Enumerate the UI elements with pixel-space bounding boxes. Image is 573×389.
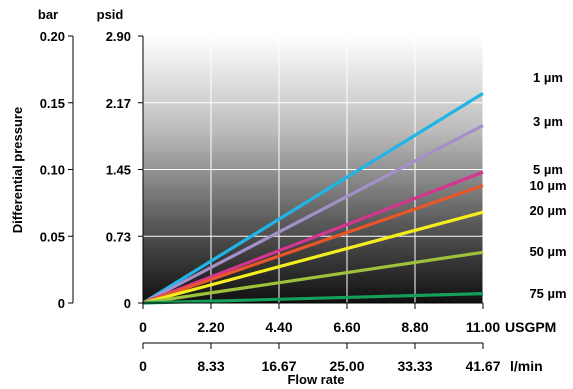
bar-tick-label: 0.10 (40, 163, 65, 178)
series-line (142, 92, 484, 305)
series-label: 10 µm (529, 178, 566, 193)
lmin-tick-label: 0 (139, 358, 147, 374)
lmin-tick-label: 16.67 (261, 358, 296, 374)
bar-tick-label: 0.05 (40, 229, 65, 244)
bar-tick-label: 0 (58, 296, 65, 311)
series-line (142, 250, 484, 305)
lmin-unit-label: l/min (510, 358, 543, 374)
lmin-tick-label: 33.33 (397, 358, 432, 374)
usgpm-unit-label: USGPM (505, 319, 556, 335)
psid-unit-label: psid (97, 7, 124, 22)
psid-tick-label: 1.45 (106, 163, 131, 178)
series-lines (142, 92, 484, 305)
series-label: 75 µm (529, 286, 566, 301)
series-label: 1 µm (533, 70, 563, 85)
series-label: 3 µm (533, 114, 563, 129)
bar-tick-label: 0.15 (40, 96, 65, 111)
lmin-tick-label: 41.67 (465, 358, 500, 374)
series-label: 50 µm (529, 244, 566, 259)
bar-axis-ticks: 0 0.05 0.10 0.15 0.20 (40, 29, 73, 311)
usgpm-tick-label: 11.00 (466, 319, 500, 335)
usgpm-axis-ticks: 0 2.20 4.40 6.60 8.80 11.00 (139, 303, 500, 335)
series-line (142, 292, 484, 305)
series-label: 5 µm (533, 162, 563, 177)
series-line (142, 124, 484, 305)
psid-tick-label: 2.17 (106, 96, 131, 111)
bar-unit-label: bar (38, 7, 58, 22)
psid-axis-ticks: 0 0.73 1.45 2.17 2.90 (106, 29, 143, 311)
lmin-tick-label: 8.33 (197, 358, 224, 374)
bar-tick-label: 0.20 (40, 29, 65, 44)
usgpm-tick-label: 6.60 (333, 319, 360, 335)
psid-tick-label: 0 (124, 296, 131, 311)
series-line (142, 170, 484, 305)
series-line (142, 210, 484, 305)
usgpm-tick-label: 0 (139, 319, 147, 335)
y-axis-title: Differential pressure (10, 107, 25, 233)
usgpm-tick-label: 8.80 (401, 319, 428, 335)
x-axis-title: Flow rate (287, 372, 344, 387)
series-label: 20 µm (529, 203, 566, 218)
series-line (142, 184, 484, 305)
usgpm-tick-label: 4.40 (265, 319, 292, 335)
usgpm-tick-label: 2.20 (197, 319, 224, 335)
psid-tick-label: 0.73 (106, 229, 131, 244)
psid-tick-label: 2.90 (106, 29, 131, 44)
lmin-axis-ticks: 0 8.33 16.67 25.00 33.33 41.67 (139, 343, 501, 374)
lmin-tick-label: 25.00 (329, 358, 364, 374)
